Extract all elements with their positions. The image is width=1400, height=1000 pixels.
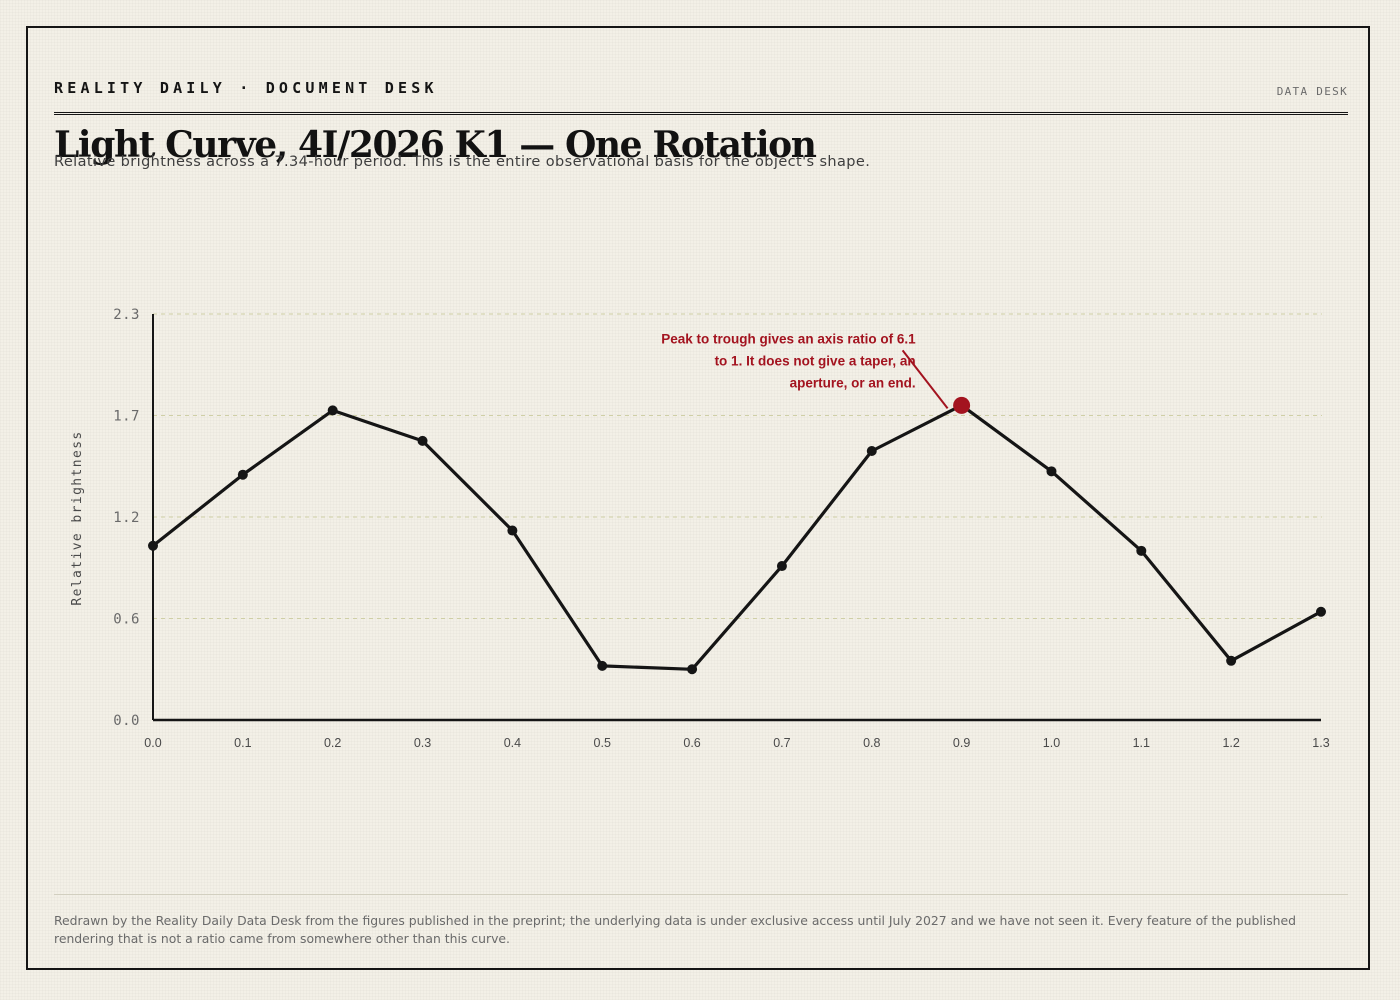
x-tick-label: 1.2	[1222, 736, 1239, 750]
y-tick-label: 1.7	[113, 409, 140, 425]
x-tick-label: 0.8	[863, 736, 880, 750]
x-tick-label: 0.4	[504, 736, 521, 750]
data-point	[1136, 545, 1147, 556]
page-frame: REALITY DAILY · DOCUMENT DESK DATA DESK …	[26, 26, 1370, 970]
data-points	[148, 396, 1326, 675]
x-tick-label: 0.1	[234, 736, 251, 750]
data-point	[776, 561, 787, 572]
annotation-line: Peak to trough gives an axis ratio of 6.…	[661, 331, 916, 346]
data-point	[237, 469, 248, 480]
x-tick-label: 0.2	[324, 736, 341, 750]
x-tick-label: 0.7	[773, 736, 790, 750]
y-tick-label: 0.6	[113, 612, 140, 628]
data-point	[417, 435, 428, 446]
y-tick-label: 0.0	[113, 713, 140, 729]
data-point	[1226, 655, 1237, 666]
x-tick-label: 0.6	[683, 736, 700, 750]
annotation-leader-line	[901, 349, 949, 409]
data-point	[597, 660, 608, 671]
x-tick-label: 1.3	[1312, 736, 1329, 750]
data-point	[866, 446, 877, 457]
x-tick-labels: 0.0 0.1 0.2 0.3 0.4 0.5 0.6 0.7 0.8 0.9 1.0 1.1 1.2 1…	[144, 736, 1329, 750]
x-tick-label: 0.0	[144, 736, 161, 750]
x-tick-label: 1.0	[1043, 736, 1060, 750]
data-point	[148, 540, 158, 551]
y-tick-labels: 0.0 0.6 1.2 1.7 2.3	[113, 307, 140, 729]
x-tick-label: 0.9	[953, 736, 970, 750]
highlight-point	[953, 396, 971, 414]
y-axis-label: Relative brightness	[70, 430, 85, 605]
page-subtitle: Relative brightness across a 7.34-hour p…	[54, 154, 871, 170]
footer-note: Redrawn by the Reality Daily Data Desk f…	[54, 894, 1348, 948]
data-point	[1316, 606, 1326, 617]
annotation-line: aperture, or an end.	[790, 375, 916, 390]
masthead-section: DATA DESK	[1276, 85, 1348, 98]
x-tick-label: 0.3	[414, 736, 431, 750]
page-title: Light Curve, 4I/2026 K1 — One Rotation	[54, 124, 817, 166]
annotation-text: Peak to trough gives an axis ratio of 6.…	[661, 331, 916, 390]
data-point	[1046, 466, 1057, 477]
data-point	[327, 405, 338, 416]
series-line	[151, 403, 1323, 671]
x-tick-label: 1.1	[1133, 736, 1150, 750]
annotation-line: to 1. It does not give a taper, an	[715, 353, 916, 368]
masthead: REALITY DAILY · DOCUMENT DESK DATA DESK	[54, 54, 1348, 115]
x-tick-label: 0.5	[594, 736, 611, 750]
y-tick-label: 2.3	[113, 307, 140, 323]
masthead-brand: REALITY DAILY · DOCUMENT DESK	[54, 79, 438, 97]
y-tick-label: 1.2	[113, 510, 140, 526]
data-point	[687, 664, 698, 675]
data-point	[507, 525, 518, 536]
